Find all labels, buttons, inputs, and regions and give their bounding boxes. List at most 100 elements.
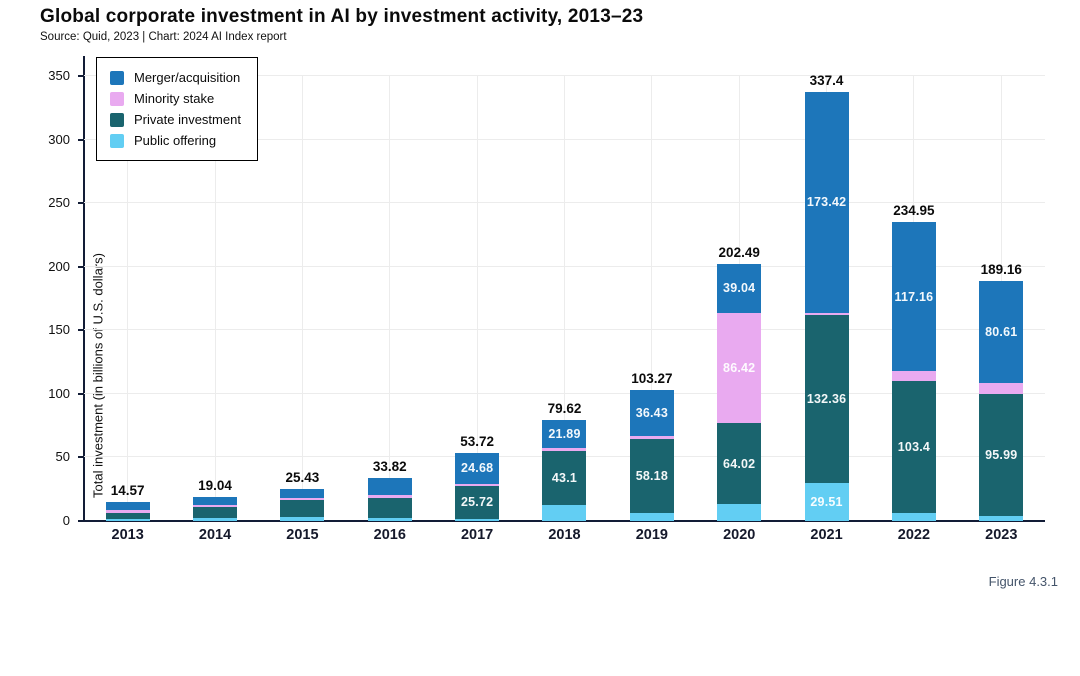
bar-segment-merger-acquisition-2021: 173.42 xyxy=(804,92,849,313)
x-axis-line xyxy=(84,520,1045,522)
legend-label: Private investment xyxy=(134,112,241,127)
segment-value-label: 64.02 xyxy=(723,456,756,471)
bar-group-2020: 202.49 39.04 86.42 64.02 xyxy=(696,76,783,521)
bar-segment-public-offering-2021: 29.51 xyxy=(804,483,849,521)
total-label-2014: 19.04 xyxy=(198,477,232,493)
gridline-h-150 xyxy=(84,329,1045,331)
bar-segment-merger-acquisition-2015 xyxy=(280,488,325,498)
bar-group-2021: 337.4 173.42 132.36 29.51 xyxy=(783,73,870,521)
bar-segment-private-investment-2017: 25.72 xyxy=(455,486,500,519)
bars-row: 14.57 19.04 25.43 33.82 53.72 24.68 25.72 79.62… xyxy=(84,73,1045,521)
total-label-2018: 79.62 xyxy=(547,400,582,416)
legend-item-minority-stake: Minority stake xyxy=(110,88,241,109)
y-tick-label-350: 350 xyxy=(48,68,70,83)
bar-2015 xyxy=(280,488,325,521)
bar-segment-public-offering-2017 xyxy=(455,518,500,521)
bar-group-2018: 79.62 21.89 43.1 xyxy=(521,76,608,521)
segment-value-label: 173.42 xyxy=(806,195,847,210)
bar-segment-merger-acquisition-2013 xyxy=(105,502,150,510)
y-tick-label-200: 200 xyxy=(48,258,70,274)
bar-2023: 80.61 95.99 xyxy=(979,280,1024,521)
segment-value-label: 21.89 xyxy=(548,426,581,441)
y-tick-label-150: 150 xyxy=(48,322,70,338)
y-tick-mark-300 xyxy=(78,138,84,141)
bar-segment-minority-stake-2021 xyxy=(804,312,849,316)
figure-number: Figure 4.3.1 xyxy=(988,574,1058,589)
y-tick-label-50: 50 xyxy=(55,449,70,465)
legend-label: Merger/acquisition xyxy=(134,70,241,85)
gridline-h-300 xyxy=(84,138,1045,140)
legend-item-public-offering: Public offering xyxy=(110,130,241,151)
bar-group-2015: 25.43 xyxy=(259,76,346,521)
bar-2014 xyxy=(193,496,238,521)
x-axis-labels: 2013 2014 2015 2016 2017 2018 2019 2020 2021 2022… xyxy=(84,527,1045,543)
bar-segment-public-offering-2016 xyxy=(367,517,412,521)
bar-segment-minority-stake-2020: 86.42 xyxy=(717,313,762,424)
segment-value-label: 117.16 xyxy=(894,289,934,304)
bar-segment-merger-acquisition-2014 xyxy=(193,496,238,505)
y-axis-line xyxy=(83,56,85,522)
bar-segment-private-investment-2014 xyxy=(193,506,238,518)
total-label-2021: 337.4 xyxy=(809,73,844,89)
bar-2020: 39.04 86.42 64.02 xyxy=(717,263,762,521)
legend-item-merger-acquisition: Merger/acquisition xyxy=(110,67,241,88)
y-tick-mark-350 xyxy=(78,75,84,77)
total-label-2019: 103.27 xyxy=(631,370,673,386)
bar-segment-private-investment-2021: 132.36 xyxy=(804,315,849,484)
segment-value-label: 25.72 xyxy=(460,495,494,510)
gridline-v-2013 xyxy=(127,76,129,521)
x-tick-label-2014: 2014 xyxy=(198,527,232,543)
gridline-v-2019 xyxy=(651,76,653,521)
bar-segment-minority-stake-2015 xyxy=(280,497,325,500)
bar-2017: 24.68 25.72 xyxy=(455,452,500,521)
bar-segment-minority-stake-2019 xyxy=(629,436,674,439)
gridline-v-2015 xyxy=(301,76,303,521)
bar-segment-merger-acquisition-2023: 80.61 xyxy=(979,280,1024,384)
bar-segment-private-investment-2015 xyxy=(280,499,325,517)
gridline-h-200 xyxy=(84,265,1045,267)
y-tick-label-100: 100 xyxy=(48,385,70,401)
segment-value-label: 95.99 xyxy=(985,447,1018,462)
y-tick-mark-250 xyxy=(78,202,84,205)
bar-2019: 36.43 58.18 xyxy=(629,389,674,521)
y-tick-mark-50 xyxy=(78,456,84,459)
bar-segment-minority-stake-2018 xyxy=(542,447,587,451)
gridline-v-2018 xyxy=(563,76,565,521)
y-tick-mark-200 xyxy=(78,265,84,268)
total-label-2023: 189.16 xyxy=(980,261,1022,277)
bar-group-2017: 53.72 24.68 25.72 xyxy=(433,76,520,521)
bar-segment-public-offering-2018 xyxy=(542,505,587,521)
gridline-v-2014 xyxy=(214,76,216,521)
bar-segment-private-investment-2018: 43.1 xyxy=(542,450,587,506)
segment-value-label: 29.51 xyxy=(810,495,843,510)
x-tick-label-2020: 2020 xyxy=(723,527,756,543)
bar-2018: 21.89 43.1 xyxy=(542,419,587,521)
total-label-2013: 14.57 xyxy=(110,483,145,499)
y-tick-label-0: 0 xyxy=(62,513,70,528)
bar-segment-public-offering-2023 xyxy=(979,515,1024,521)
total-label-2016: 33.82 xyxy=(372,459,407,475)
total-label-2022: 234.95 xyxy=(893,203,935,219)
bar-2013 xyxy=(105,502,150,521)
x-tick-label-2016: 2016 xyxy=(373,527,406,543)
bar-segment-private-investment-2020: 64.02 xyxy=(717,423,762,505)
bar-segment-merger-acquisition-2018: 21.89 xyxy=(542,419,587,448)
bar-segment-public-offering-2019 xyxy=(629,512,674,521)
bar-group-2014: 19.04 xyxy=(171,76,258,521)
chart-title: Global corporate investment in AI by inv… xyxy=(40,6,644,27)
bar-segment-merger-acquisition-2020: 39.04 xyxy=(717,263,762,314)
bar-group-2022: 234.95 117.16 103.4 xyxy=(870,76,957,521)
x-tick-label-2015: 2015 xyxy=(286,527,319,543)
legend: Merger/acquisition Minority stake Private … xyxy=(96,57,258,161)
y-tick-label-250: 250 xyxy=(48,195,70,211)
total-label-2015: 25.43 xyxy=(285,469,320,485)
segment-value-label: 39.04 xyxy=(723,281,756,296)
bar-segment-private-investment-2016 xyxy=(367,497,412,518)
y-tick-mark-100 xyxy=(78,392,84,395)
legend-swatch-icon xyxy=(110,133,124,148)
gridline-v-2017 xyxy=(476,76,478,521)
legend-swatch-icon xyxy=(110,91,124,106)
y-tick-label-300: 300 xyxy=(48,131,70,147)
segment-value-label: 132.36 xyxy=(806,392,847,407)
bar-2021: 173.42 132.36 29.51 xyxy=(804,92,849,521)
